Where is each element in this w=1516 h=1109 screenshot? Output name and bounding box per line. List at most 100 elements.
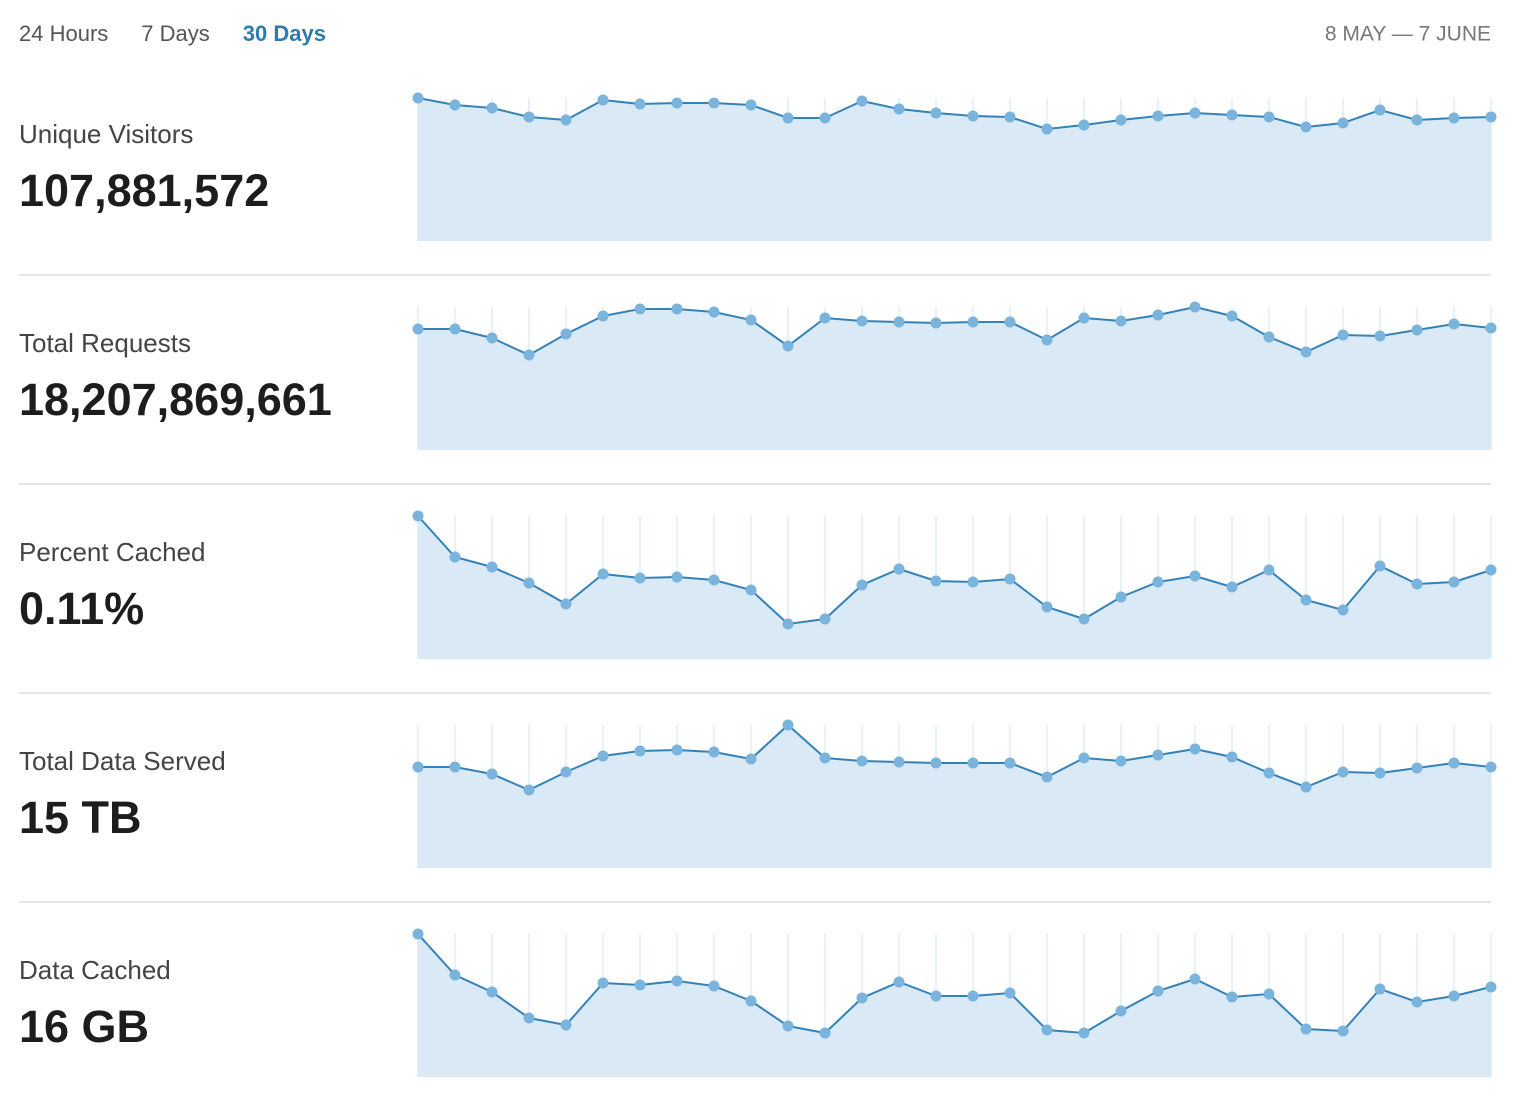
point bbox=[745, 995, 757, 1007]
metric-label: Unique Visitors bbox=[19, 119, 193, 149]
area bbox=[418, 516, 1491, 659]
point bbox=[893, 103, 905, 115]
point bbox=[708, 574, 720, 586]
point bbox=[930, 107, 942, 119]
point bbox=[745, 99, 757, 111]
point bbox=[560, 598, 572, 610]
point bbox=[597, 750, 609, 762]
point bbox=[1004, 111, 1016, 123]
point bbox=[1263, 111, 1275, 123]
point bbox=[1337, 329, 1349, 341]
point bbox=[893, 316, 905, 328]
point bbox=[412, 323, 424, 335]
point bbox=[967, 316, 979, 328]
point bbox=[930, 990, 942, 1002]
point bbox=[1078, 119, 1090, 131]
point bbox=[1041, 771, 1053, 783]
point bbox=[1189, 743, 1201, 755]
point bbox=[449, 969, 461, 981]
point bbox=[486, 768, 498, 780]
point bbox=[1004, 316, 1016, 328]
area bbox=[418, 98, 1491, 241]
point bbox=[1263, 331, 1275, 343]
point bbox=[1078, 1027, 1090, 1039]
point bbox=[856, 95, 868, 107]
point bbox=[671, 571, 683, 583]
point bbox=[1263, 564, 1275, 576]
point bbox=[782, 340, 794, 352]
point bbox=[634, 303, 646, 315]
point bbox=[1226, 109, 1238, 121]
line bbox=[418, 723, 1492, 792]
point bbox=[782, 618, 794, 630]
point bbox=[819, 312, 831, 324]
metric-label: Total Requests bbox=[19, 328, 191, 358]
point bbox=[1152, 309, 1164, 321]
point bbox=[819, 752, 831, 764]
point bbox=[1337, 1025, 1349, 1037]
point bbox=[1485, 761, 1497, 773]
point bbox=[560, 114, 572, 126]
point bbox=[1226, 581, 1238, 593]
point bbox=[1485, 322, 1497, 334]
point bbox=[1041, 334, 1053, 346]
point bbox=[1115, 591, 1127, 603]
point bbox=[745, 584, 757, 596]
point bbox=[745, 753, 757, 765]
point bbox=[1189, 107, 1201, 119]
point bbox=[1189, 301, 1201, 313]
point bbox=[1374, 330, 1386, 342]
point bbox=[412, 92, 424, 104]
metric-label: Total Data Served bbox=[19, 746, 226, 776]
point bbox=[486, 102, 498, 114]
point bbox=[523, 784, 535, 796]
point bbox=[930, 317, 942, 329]
point bbox=[819, 613, 831, 625]
point bbox=[1300, 121, 1312, 133]
point bbox=[671, 97, 683, 109]
point bbox=[523, 111, 535, 123]
point bbox=[1226, 991, 1238, 1003]
point bbox=[1448, 757, 1460, 769]
tab[interactable]: 24 Hours bbox=[19, 21, 108, 46]
point bbox=[597, 977, 609, 989]
tab[interactable]: 7 Days bbox=[141, 21, 209, 46]
point bbox=[893, 563, 905, 575]
point bbox=[1115, 315, 1127, 327]
tab[interactable]: 30 Days bbox=[243, 21, 326, 46]
point bbox=[1374, 983, 1386, 995]
point bbox=[1300, 594, 1312, 606]
point bbox=[1485, 111, 1497, 123]
point bbox=[708, 746, 720, 758]
point bbox=[560, 766, 572, 778]
point bbox=[1004, 987, 1016, 999]
point bbox=[597, 568, 609, 580]
line bbox=[418, 305, 1492, 357]
point bbox=[634, 572, 646, 584]
point bbox=[1041, 1024, 1053, 1036]
metric-label: Data Cached bbox=[19, 955, 171, 985]
point bbox=[1485, 564, 1497, 576]
point bbox=[560, 1019, 572, 1031]
point bbox=[1411, 324, 1423, 336]
point bbox=[745, 314, 757, 326]
point bbox=[1263, 988, 1275, 1000]
point bbox=[819, 112, 831, 124]
point bbox=[412, 510, 424, 522]
point bbox=[1041, 123, 1053, 135]
point bbox=[1226, 751, 1238, 763]
point bbox=[893, 756, 905, 768]
point bbox=[967, 110, 979, 122]
point bbox=[671, 744, 683, 756]
point bbox=[856, 579, 868, 591]
point bbox=[449, 323, 461, 335]
point bbox=[1152, 110, 1164, 122]
point bbox=[1041, 601, 1053, 613]
point bbox=[523, 349, 535, 361]
metric-value: 107,881,572 bbox=[19, 165, 269, 216]
point bbox=[1078, 613, 1090, 625]
point bbox=[634, 745, 646, 757]
point bbox=[523, 1012, 535, 1024]
metric-value: 16 GB bbox=[19, 1001, 149, 1052]
